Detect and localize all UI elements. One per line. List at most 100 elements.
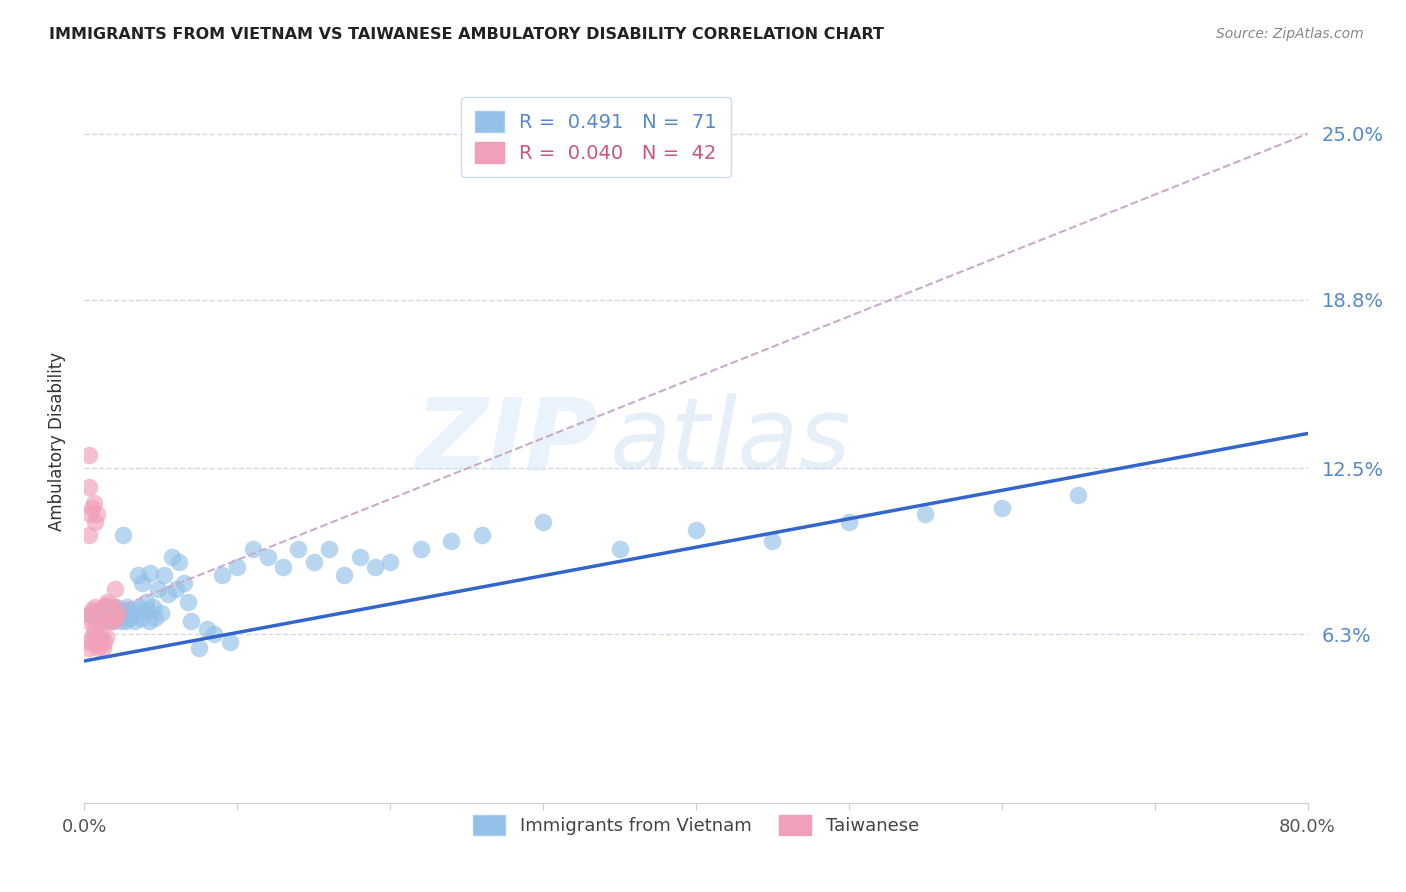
Point [138,614,160,628]
Point [128,600,150,615]
Point [409,541,432,556]
Point [101,603,124,617]
Point [84,515,107,529]
Point [914,507,936,521]
Point [77,614,100,628]
Point [91,600,114,615]
Point [96,595,118,609]
Point [211,568,233,582]
Point [77,480,100,494]
Point [991,501,1014,516]
Point [761,533,783,548]
Point [105,611,128,625]
Point [143,611,166,625]
Point [86,611,108,625]
Point [380,555,402,569]
Point [96,600,118,615]
Point [93,635,115,649]
Point [94,630,117,644]
Point [271,560,294,574]
Point [86,611,108,625]
Point [87,640,110,655]
Point [188,640,211,655]
Point [218,635,240,649]
Point [84,600,107,615]
Point [318,541,340,556]
Point [103,603,125,617]
Point [165,582,187,596]
Point [89,608,111,623]
Point [80,630,103,644]
Legend: Immigrants from Vietnam, Taiwanese: Immigrants from Vietnam, Taiwanese [464,806,928,845]
Point [440,533,463,548]
Point [135,595,157,609]
Point [131,576,153,591]
Point [146,582,169,596]
Point [84,635,107,649]
Point [127,568,149,582]
Point [80,501,103,516]
Point [91,603,114,617]
Point [97,611,120,625]
Text: Source: ZipAtlas.com: Source: ZipAtlas.com [1216,27,1364,41]
Point [149,606,172,620]
Point [180,614,202,628]
Point [471,528,494,542]
Point [80,606,103,620]
Point [120,606,142,620]
Point [118,611,141,625]
Point [531,515,554,529]
Point [107,611,129,625]
Point [838,515,860,529]
Point [93,614,115,628]
Point [114,614,136,628]
Point [104,600,127,615]
Point [79,507,101,521]
Point [79,608,101,623]
Point [90,603,112,617]
Text: atlas: atlas [610,393,852,490]
Point [103,614,125,628]
Point [173,576,195,591]
Point [226,560,249,574]
Point [101,614,124,628]
Point [79,635,101,649]
Point [94,606,117,620]
Point [364,560,387,574]
Point [89,614,111,628]
Point [96,598,118,612]
Point [121,608,143,623]
Text: IMMIGRANTS FROM VIETNAM VS TAIWANESE AMBULATORY DISABILITY CORRELATION CHART: IMMIGRANTS FROM VIETNAM VS TAIWANESE AMB… [49,27,884,42]
Point [257,549,280,564]
Point [177,595,200,609]
Point [157,587,180,601]
Point [129,611,152,625]
Point [112,603,135,617]
Point [333,568,356,582]
Point [77,640,100,655]
Point [77,448,100,462]
Point [97,614,120,628]
Point [98,608,121,623]
Point [89,635,111,649]
Point [77,528,100,542]
Point [115,600,138,615]
Point [107,606,129,620]
Point [83,614,105,628]
Point [685,523,707,537]
Point [90,630,112,644]
Point [108,606,131,620]
Point [302,555,325,569]
Point [349,549,371,564]
Point [98,606,121,620]
Point [167,555,190,569]
Point [202,627,225,641]
Point [104,582,127,596]
Point [136,603,159,617]
Y-axis label: Ambulatory Disability: Ambulatory Disability [48,352,66,531]
Point [160,549,183,564]
Point [153,568,176,582]
Point [139,566,162,580]
Point [83,624,105,639]
Point [80,603,103,617]
